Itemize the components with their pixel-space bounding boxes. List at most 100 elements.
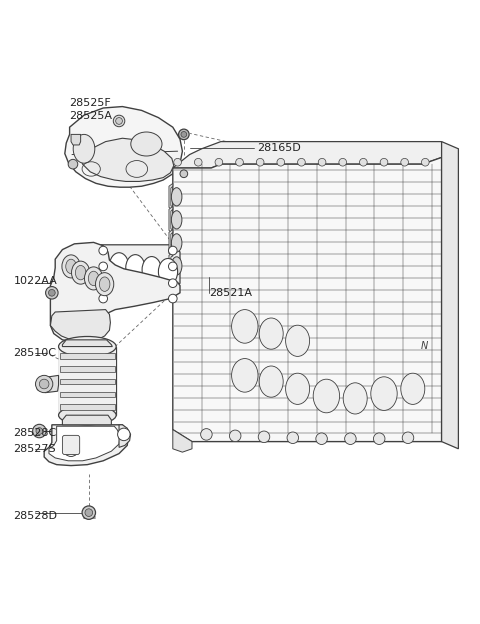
Ellipse shape xyxy=(96,273,114,296)
Ellipse shape xyxy=(62,255,80,278)
Circle shape xyxy=(229,430,241,442)
Ellipse shape xyxy=(171,211,182,229)
Text: 28525F: 28525F xyxy=(70,98,111,108)
Polygon shape xyxy=(169,230,173,256)
Circle shape xyxy=(39,379,49,389)
Circle shape xyxy=(36,427,43,434)
Circle shape xyxy=(99,279,108,288)
Circle shape xyxy=(168,295,177,303)
Polygon shape xyxy=(62,415,111,425)
Circle shape xyxy=(63,441,79,457)
Text: 28527S: 28527S xyxy=(13,444,56,454)
FancyBboxPatch shape xyxy=(60,366,115,371)
Ellipse shape xyxy=(84,267,103,290)
Polygon shape xyxy=(169,253,173,280)
Ellipse shape xyxy=(313,379,340,413)
Circle shape xyxy=(168,262,177,271)
Circle shape xyxy=(36,376,53,392)
Polygon shape xyxy=(62,340,112,346)
Circle shape xyxy=(99,295,108,303)
Circle shape xyxy=(360,158,367,166)
Circle shape xyxy=(236,158,243,166)
Ellipse shape xyxy=(401,373,425,404)
Polygon shape xyxy=(36,376,59,392)
Ellipse shape xyxy=(259,366,283,397)
Ellipse shape xyxy=(171,234,182,252)
Polygon shape xyxy=(50,310,110,342)
Text: 28510C: 28510C xyxy=(13,348,57,358)
FancyBboxPatch shape xyxy=(60,392,115,397)
Ellipse shape xyxy=(126,255,145,281)
Circle shape xyxy=(99,246,108,255)
Circle shape xyxy=(421,158,429,166)
Text: 28528C: 28528C xyxy=(13,428,57,438)
Polygon shape xyxy=(44,425,129,466)
Circle shape xyxy=(181,132,187,137)
Polygon shape xyxy=(49,426,120,461)
FancyBboxPatch shape xyxy=(60,379,115,384)
Circle shape xyxy=(179,129,189,140)
Circle shape xyxy=(194,158,202,166)
Text: N: N xyxy=(421,341,429,351)
Circle shape xyxy=(118,428,130,441)
Ellipse shape xyxy=(371,377,397,411)
Circle shape xyxy=(113,115,125,127)
Ellipse shape xyxy=(99,277,110,291)
Ellipse shape xyxy=(88,271,99,286)
Polygon shape xyxy=(50,242,180,342)
Polygon shape xyxy=(173,429,192,452)
Text: 28165D: 28165D xyxy=(257,143,300,153)
Circle shape xyxy=(380,158,388,166)
Ellipse shape xyxy=(259,318,283,349)
Circle shape xyxy=(174,158,181,166)
Ellipse shape xyxy=(66,259,76,273)
Circle shape xyxy=(168,246,177,255)
Ellipse shape xyxy=(286,373,310,404)
Circle shape xyxy=(82,506,96,519)
FancyBboxPatch shape xyxy=(60,404,115,410)
Circle shape xyxy=(116,117,122,124)
Circle shape xyxy=(318,158,326,166)
Circle shape xyxy=(402,432,414,444)
Ellipse shape xyxy=(232,310,258,343)
Polygon shape xyxy=(65,107,182,187)
Ellipse shape xyxy=(73,134,95,163)
Circle shape xyxy=(339,158,347,166)
Text: 28521A: 28521A xyxy=(209,288,252,298)
Circle shape xyxy=(373,433,385,444)
Circle shape xyxy=(99,262,108,271)
Polygon shape xyxy=(169,207,173,233)
Ellipse shape xyxy=(109,253,129,279)
Circle shape xyxy=(345,433,356,444)
Ellipse shape xyxy=(142,256,161,283)
Text: 1022AA: 1022AA xyxy=(13,276,57,286)
Polygon shape xyxy=(119,425,131,447)
Ellipse shape xyxy=(131,132,162,156)
Circle shape xyxy=(277,158,285,166)
FancyBboxPatch shape xyxy=(60,353,115,359)
Circle shape xyxy=(256,158,264,166)
Ellipse shape xyxy=(59,406,116,425)
Polygon shape xyxy=(81,139,174,182)
Circle shape xyxy=(316,433,327,444)
Circle shape xyxy=(298,158,305,166)
Polygon shape xyxy=(173,157,442,442)
Polygon shape xyxy=(169,183,173,210)
Circle shape xyxy=(180,170,188,178)
Polygon shape xyxy=(59,346,116,415)
Circle shape xyxy=(33,424,46,438)
Ellipse shape xyxy=(232,359,258,392)
Circle shape xyxy=(168,279,177,288)
Polygon shape xyxy=(94,245,180,290)
Polygon shape xyxy=(173,142,442,168)
Circle shape xyxy=(85,509,93,517)
Text: 28525A: 28525A xyxy=(70,111,113,121)
Polygon shape xyxy=(71,134,81,145)
Text: 28528D: 28528D xyxy=(13,511,58,521)
FancyBboxPatch shape xyxy=(62,436,80,454)
Ellipse shape xyxy=(72,261,90,284)
Ellipse shape xyxy=(286,325,310,356)
Ellipse shape xyxy=(171,257,182,275)
Circle shape xyxy=(258,431,270,442)
Polygon shape xyxy=(442,142,458,449)
